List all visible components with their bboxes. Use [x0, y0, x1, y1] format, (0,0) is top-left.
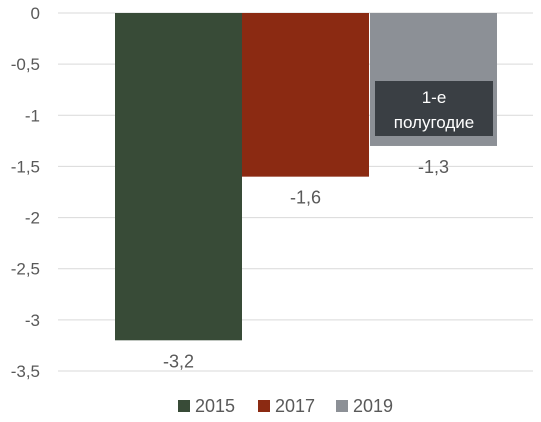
- legend-label-2015: 2015: [195, 396, 235, 416]
- bar-2015: [115, 13, 242, 341]
- legend-swatch-2015: [178, 400, 190, 412]
- bars: [115, 13, 497, 341]
- legend-swatch-2019: [336, 400, 348, 412]
- data-label-2017: -1,6: [290, 188, 321, 208]
- y-axis: 0 -0,5 -1 -1,5 -2 -2,5 -3 -3,5: [11, 4, 40, 381]
- y-tick-label: -1: [25, 106, 40, 125]
- y-tick-label: -3,5: [11, 362, 40, 381]
- y-tick-label: -1,5: [11, 157, 40, 176]
- y-tick-label: 0: [31, 4, 40, 23]
- bar-2017: [242, 13, 369, 177]
- annotation-text: полугодие: [394, 113, 474, 132]
- legend-label-2019: 2019: [353, 396, 393, 416]
- legend-label-2017: 2017: [275, 396, 315, 416]
- y-tick-label: -3: [25, 311, 40, 330]
- annotation-box: 1-е полугодие: [375, 81, 493, 136]
- data-label-2019: -1,3: [418, 157, 449, 177]
- legend: 2015 2017 2019: [178, 396, 393, 416]
- y-tick-label: -2: [25, 209, 40, 228]
- y-tick-label: -0,5: [11, 55, 40, 74]
- y-tick-label: -2,5: [11, 260, 40, 279]
- annotation-background: [375, 81, 493, 136]
- data-label-2015: -3,2: [163, 351, 194, 371]
- legend-swatch-2017: [258, 400, 270, 412]
- data-labels: -3,2 -1,6 -1,3: [163, 157, 449, 371]
- annotation-text: 1-е: [422, 88, 447, 107]
